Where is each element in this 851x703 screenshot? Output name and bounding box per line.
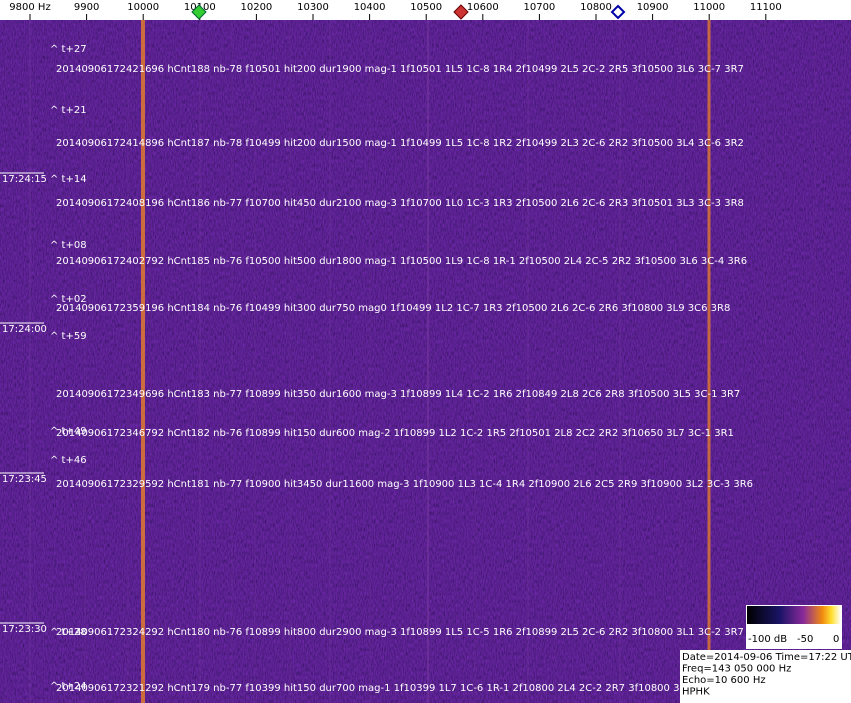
freq-axis-bar	[0, 0, 851, 20]
spectral-line	[679, 20, 681, 703]
color-scale: -100 dB -50 0	[746, 605, 842, 649]
spectral-line	[527, 20, 529, 703]
spectral-line	[84, 20, 86, 703]
scale-label: 0	[833, 634, 839, 645]
freq-label: 10200	[240, 2, 272, 13]
spectral-line	[427, 20, 429, 703]
freq-label: 10700	[523, 2, 555, 13]
event-marker: ^ t+08	[50, 240, 87, 251]
marker-blue[interactable]	[610, 4, 626, 20]
event-text: 20140906172408196 hCnt186 nb-77 f10700 h…	[56, 198, 744, 209]
event-text: 20140906172321292 hCnt179 nb-77 f10399 h…	[56, 683, 708, 694]
event-marker: ^ t+27	[50, 44, 87, 55]
freq-label: 11000	[693, 2, 725, 13]
time-label: 17:23:30	[2, 624, 47, 635]
freq-label: 10900	[637, 2, 669, 13]
spectral-line	[554, 20, 556, 703]
event-marker: ^ t+49	[50, 426, 87, 437]
spectral-line	[127, 20, 129, 703]
freq-label: 10400	[354, 2, 386, 13]
marker-red[interactable]	[453, 4, 469, 20]
freq-label: 11100	[750, 2, 782, 13]
freq-label: 10000	[127, 2, 159, 13]
spectral-lines	[29, 20, 816, 703]
freq-label: 10500	[410, 2, 442, 13]
info-line: Echo=10 600 Hz	[682, 675, 766, 686]
spectral-line	[369, 20, 371, 703]
freq-label: 9800 Hz	[9, 2, 50, 13]
spectral-line	[474, 20, 476, 703]
event-text: 20140906172349696 hCnt183 nb-77 f10899 h…	[56, 389, 740, 400]
spectral-line	[619, 20, 621, 703]
event-marker: ^ t+59	[50, 331, 87, 342]
event-text: 20140906172359196 hCnt184 nb-76 f10499 h…	[56, 303, 730, 314]
event-text: 20140906172324292 hCnt180 nb-76 f10899 h…	[56, 627, 744, 638]
spectral-line	[764, 20, 766, 703]
freq-label: 10300	[297, 2, 329, 13]
event-text: 20140906172329592 hCnt181 nb-77 f10900 h…	[56, 479, 753, 490]
spectral-line	[814, 20, 816, 703]
info-line: HPHK	[682, 687, 710, 698]
spectral-line	[199, 20, 201, 703]
time-label: 17:24:15	[2, 174, 47, 185]
color-scale-bar	[747, 606, 841, 624]
event-marker: ^ t+28	[50, 627, 87, 638]
event-marker: ^ t+14	[50, 174, 87, 185]
event-text: 20140906172402792 hCnt185 nb-76 f10500 h…	[56, 256, 747, 267]
freq-axis: 9800 Hz990010000101001020010300104001050…	[9, 2, 782, 20]
scale-label: -50	[797, 634, 813, 645]
event-text: 20140906172421696 hCnt188 nb-78 f10501 h…	[56, 64, 744, 75]
info-line: Date=2014-09-06 Time=17:22 UTC	[682, 652, 851, 663]
spectral-line	[141, 20, 145, 703]
event-text: 20140906172346792 hCnt182 nb-76 f10899 h…	[56, 428, 734, 439]
event-text: 20140906172414896 hCnt187 nb-78 f10499 h…	[56, 138, 744, 149]
spectral-line	[707, 20, 711, 703]
scale-label: -100 dB	[748, 634, 787, 645]
events: ^ t+27 20140906172421696 hCnt188 nb-78 f1…	[50, 44, 753, 694]
freq-label: 10600	[467, 2, 499, 13]
info-line: Freq=143 050 000 Hz	[682, 664, 791, 675]
freq-label: 9900	[74, 2, 99, 13]
event-marker: ^ t+24	[50, 681, 87, 692]
event-marker: ^ t+46	[50, 455, 87, 466]
spectral-line	[231, 20, 233, 703]
event-marker: ^ t+21	[50, 105, 87, 116]
time-label: 17:23:45	[2, 474, 47, 485]
marker-green[interactable]	[191, 4, 207, 20]
spectral-line	[289, 20, 291, 703]
spectral-line	[29, 20, 31, 703]
spectral-line	[254, 20, 256, 703]
event-marker: ^ t+02	[50, 294, 87, 305]
freq-label: 10800	[580, 2, 612, 13]
info-box	[680, 650, 851, 703]
time-label: 17:24:00	[2, 324, 47, 335]
spectral-line	[329, 20, 331, 703]
time-labels: 17:24:15 17:24:00 17:23:45 17:23:30	[0, 172, 47, 635]
